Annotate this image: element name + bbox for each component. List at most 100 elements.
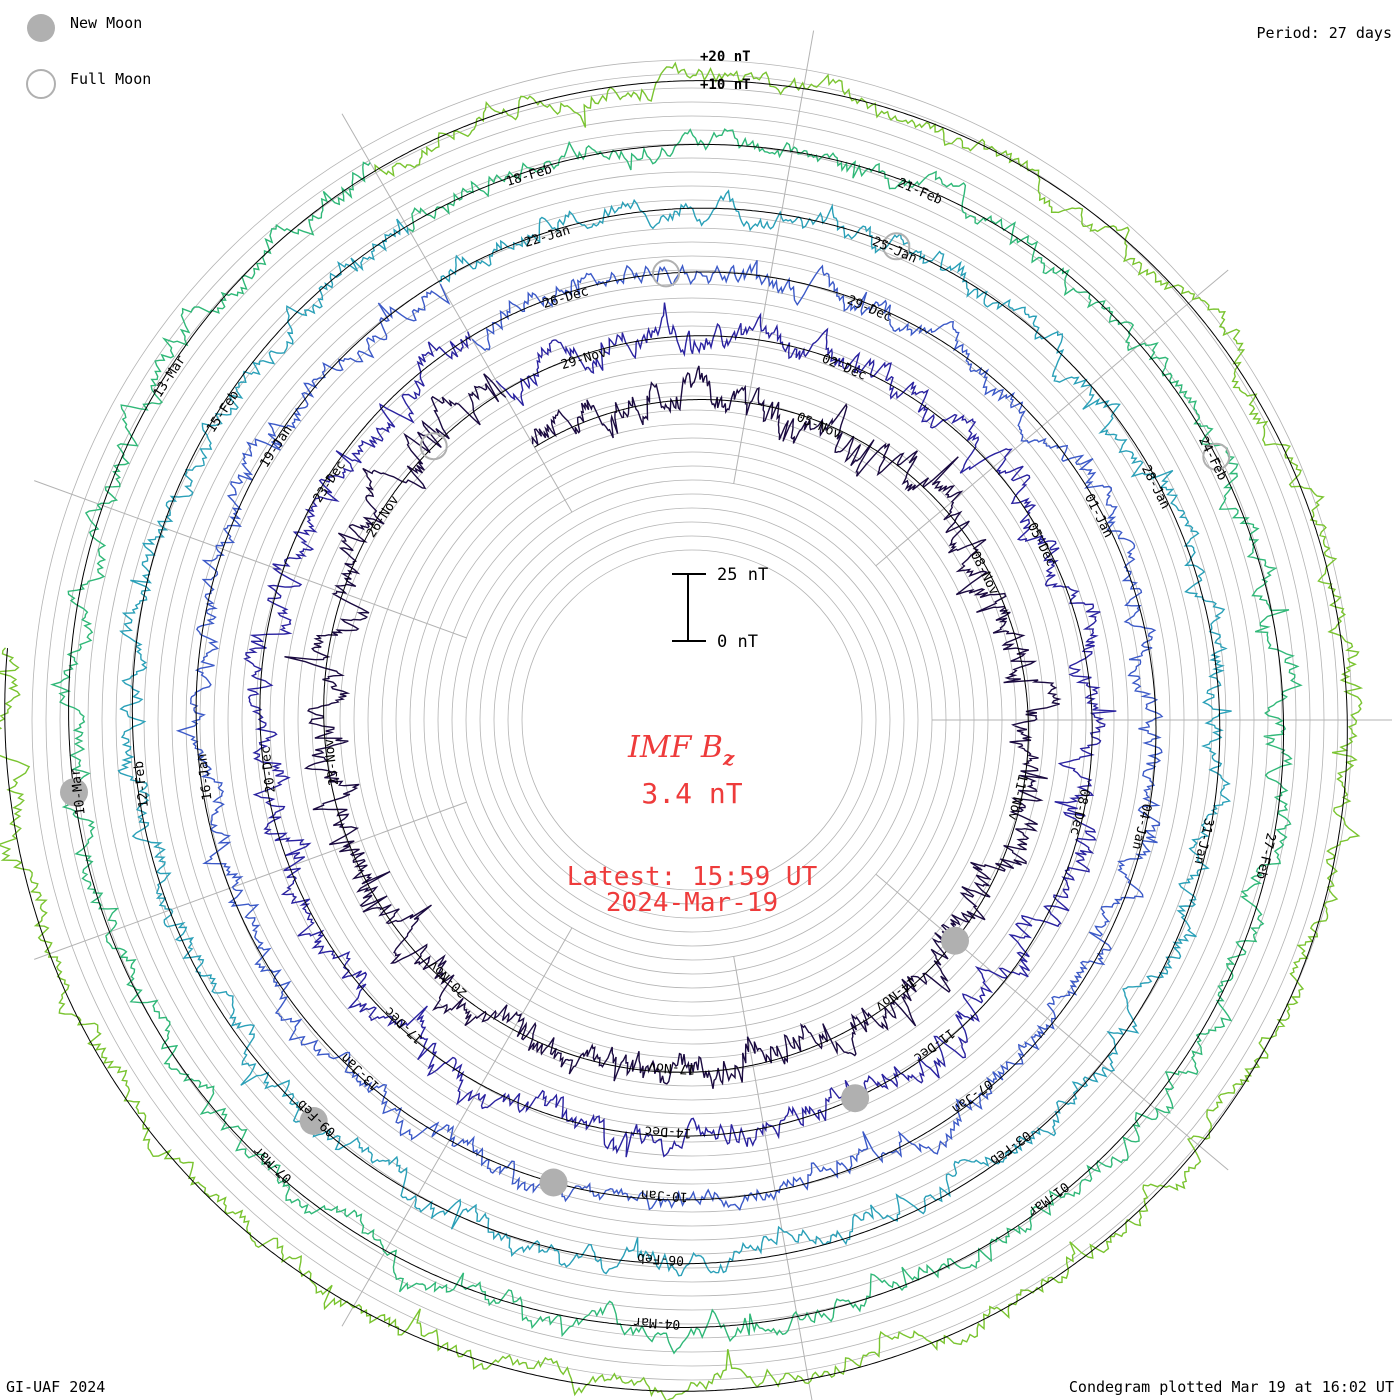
full-moon-legend-icon xyxy=(26,69,56,99)
zero-line-rotation-4 xyxy=(131,207,1221,1265)
date-label-group: 04-Jan xyxy=(1129,802,1154,851)
new-moon-marker xyxy=(539,1168,568,1197)
legend-new-moon-label: New Moon xyxy=(70,14,142,32)
ring-label-10nt: +10 nT xyxy=(700,77,751,93)
date-label-group: 05-Nov xyxy=(794,410,843,442)
date-label-group: 21-Feb xyxy=(895,176,944,208)
chart-title-quantity: IMF B xyxy=(627,730,723,765)
date-label: 21-Feb xyxy=(895,176,944,208)
latest-date: 2024-Mar-19 xyxy=(606,888,778,918)
date-label-group: 19-Jan xyxy=(257,423,295,470)
grid-spoke xyxy=(733,956,813,1400)
date-label: 04-Mar xyxy=(633,1314,681,1332)
chart-title-subscript: z xyxy=(722,746,735,770)
footer-plotted-time: Condegram plotted Mar 19 at 16:02 UT xyxy=(1068,1378,1394,1396)
new-moon-marker xyxy=(941,926,969,955)
date-label: 14-Dec xyxy=(644,1123,692,1141)
spokes-layer xyxy=(34,30,1392,1400)
zero-line-rotation-6 xyxy=(4,80,1348,1392)
zero-line-rotation-2 xyxy=(259,335,1093,1137)
grid-spoke xyxy=(341,113,573,513)
grid-ring xyxy=(381,409,1003,1031)
date-label: 22-Jan xyxy=(523,223,572,251)
date-label-group: 01-Mar xyxy=(1025,1178,1072,1218)
grid-spoke xyxy=(34,480,467,639)
legend: New Moon Full Moon xyxy=(26,14,151,99)
date-label-group: 27-Feb xyxy=(1253,831,1278,880)
date-label: 01-Mar xyxy=(1025,1178,1072,1218)
date-label: 03-Feb xyxy=(987,1127,1034,1167)
date-label: 23-Nov xyxy=(322,738,342,787)
date-label: 16-Jan xyxy=(195,753,215,801)
current-value: 3.4 nT xyxy=(641,777,742,810)
zero-line-rotation-3 xyxy=(195,271,1157,1201)
date-label: 13-Mar xyxy=(151,353,189,401)
grid-spoke xyxy=(875,269,1229,567)
date-label-group: 08-Dec xyxy=(1067,787,1092,836)
date-label: 10-Jan xyxy=(640,1186,688,1204)
date-label-group: 15-Feb xyxy=(204,388,242,436)
footer-credit: GI-UAF 2024 xyxy=(6,1378,106,1396)
date-label-group: 16-Jan xyxy=(195,753,215,801)
date-label: 10-Mar xyxy=(68,767,88,816)
date-label-group: 20-Dec xyxy=(258,745,278,793)
period-label: Period: 27 days xyxy=(1257,24,1392,42)
grid-ring xyxy=(465,493,919,947)
date-label: 15-Feb xyxy=(204,388,242,436)
date-label-group: 18-Feb xyxy=(504,162,553,190)
date-label: 05-Nov xyxy=(794,410,843,442)
date-label: 06-Feb xyxy=(637,1250,685,1268)
date-label-group: 25-Jan xyxy=(870,234,919,266)
series-trace-rotation-6 xyxy=(0,61,1364,1400)
date-label: 25-Jan xyxy=(870,234,919,266)
date-label-group: 14-Dec xyxy=(644,1123,692,1141)
date-label: 26-Nov xyxy=(364,493,402,541)
full-moon-marker xyxy=(882,232,911,261)
scale-bar-top-label: 25 nT xyxy=(717,565,768,585)
new-moon-legend-icon xyxy=(27,14,55,42)
zero-layer xyxy=(4,80,1348,1392)
grid-ring xyxy=(479,507,905,933)
legend-full-moon-label: Full Moon xyxy=(70,70,151,88)
grid-spoke xyxy=(341,927,573,1327)
date-label: 12-Feb xyxy=(132,760,152,809)
date-label: 18-Feb xyxy=(504,162,553,190)
scale-bar: 25 nT 0 nT xyxy=(672,565,768,652)
new-moon-marker xyxy=(60,778,88,807)
grid-ring xyxy=(395,423,989,1017)
new-moon-marker xyxy=(841,1084,870,1113)
full-moon-marker xyxy=(419,432,448,461)
scale-bar-bottom-label: 0 nT xyxy=(717,632,758,652)
moon-layer xyxy=(60,232,1231,1197)
zero-line-rotation-1 xyxy=(323,391,1029,1073)
grid-ring xyxy=(367,395,1017,1045)
date-label-group: 29-Dec xyxy=(845,293,894,325)
date-label-group: 26-Nov xyxy=(364,493,402,541)
grid-ring xyxy=(521,549,863,891)
date-label-group: 24-Feb xyxy=(1195,434,1230,483)
series-trace-rotation-3 xyxy=(175,259,1164,1211)
chart-title: IMF Bz xyxy=(627,730,735,770)
date-label-group: 11-Nov xyxy=(1004,772,1029,821)
date-label-group: 03-Feb xyxy=(987,1127,1034,1167)
series-trace-rotation-1 xyxy=(284,365,1062,1089)
date-label-group: 17-Nov xyxy=(648,1059,696,1077)
latest-time: Latest: 15:59 UT xyxy=(567,862,818,892)
full-moon-marker xyxy=(652,259,680,288)
date-label-group: 10-Jan xyxy=(640,1186,688,1204)
series-trace-rotation-4 xyxy=(117,189,1232,1277)
date-label-group: 04-Mar xyxy=(633,1314,681,1332)
date-label-group: 10-Mar xyxy=(68,767,88,816)
date-label: 20-Dec xyxy=(258,745,278,793)
date-label-group: 28-Jan xyxy=(1138,463,1173,512)
date-label: 19-Jan xyxy=(257,423,295,470)
date-label-group: 23-Nov xyxy=(322,738,342,787)
date-label-group: 12-Feb xyxy=(132,760,152,809)
date-label-group: 22-Jan xyxy=(523,223,572,251)
date-label-group: 13-Mar xyxy=(151,353,189,401)
date-label-group: 14-Nov xyxy=(872,974,919,1014)
date-label: 29-Dec xyxy=(845,293,894,325)
grid-spoke xyxy=(34,801,467,960)
date-label: 04-Jan xyxy=(1129,802,1154,851)
date-label: 27-Feb xyxy=(1253,831,1278,880)
